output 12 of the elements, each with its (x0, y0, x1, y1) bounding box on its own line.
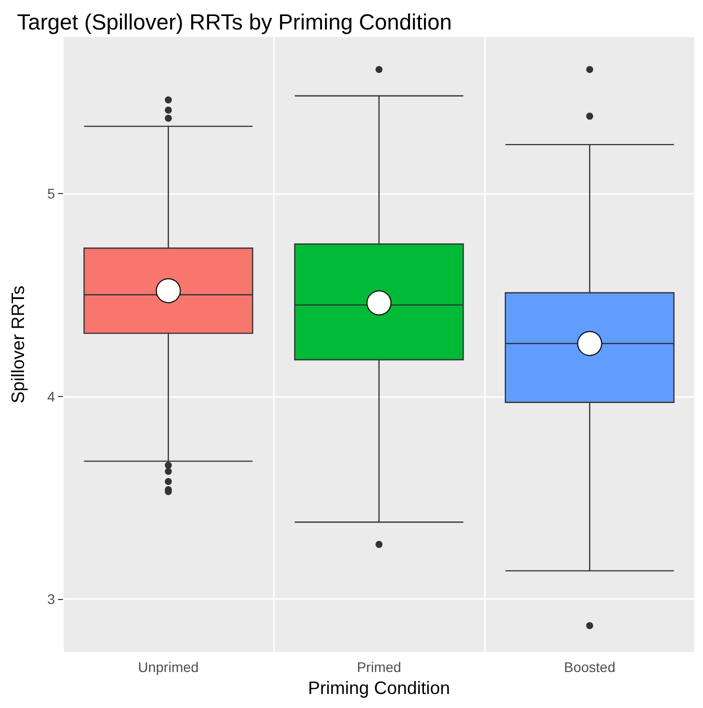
x-tick-label: Primed (356, 659, 402, 675)
y-axis-title: Spillover RRTs (8, 286, 28, 404)
point (577, 330, 602, 356)
x-tick-label: Unprimed (138, 659, 199, 675)
x-axis-title: Priming Condition (308, 678, 450, 698)
y-tick-label: 4 (47, 388, 56, 404)
point (156, 278, 181, 304)
chart-title: Target (Spillover) RRTs by Priming Condition (17, 10, 452, 34)
x-tick-label: Boosted (564, 659, 616, 675)
point (366, 290, 392, 316)
y-tick-label: 3 (47, 591, 56, 608)
y-tick-label: 5 (47, 185, 56, 202)
